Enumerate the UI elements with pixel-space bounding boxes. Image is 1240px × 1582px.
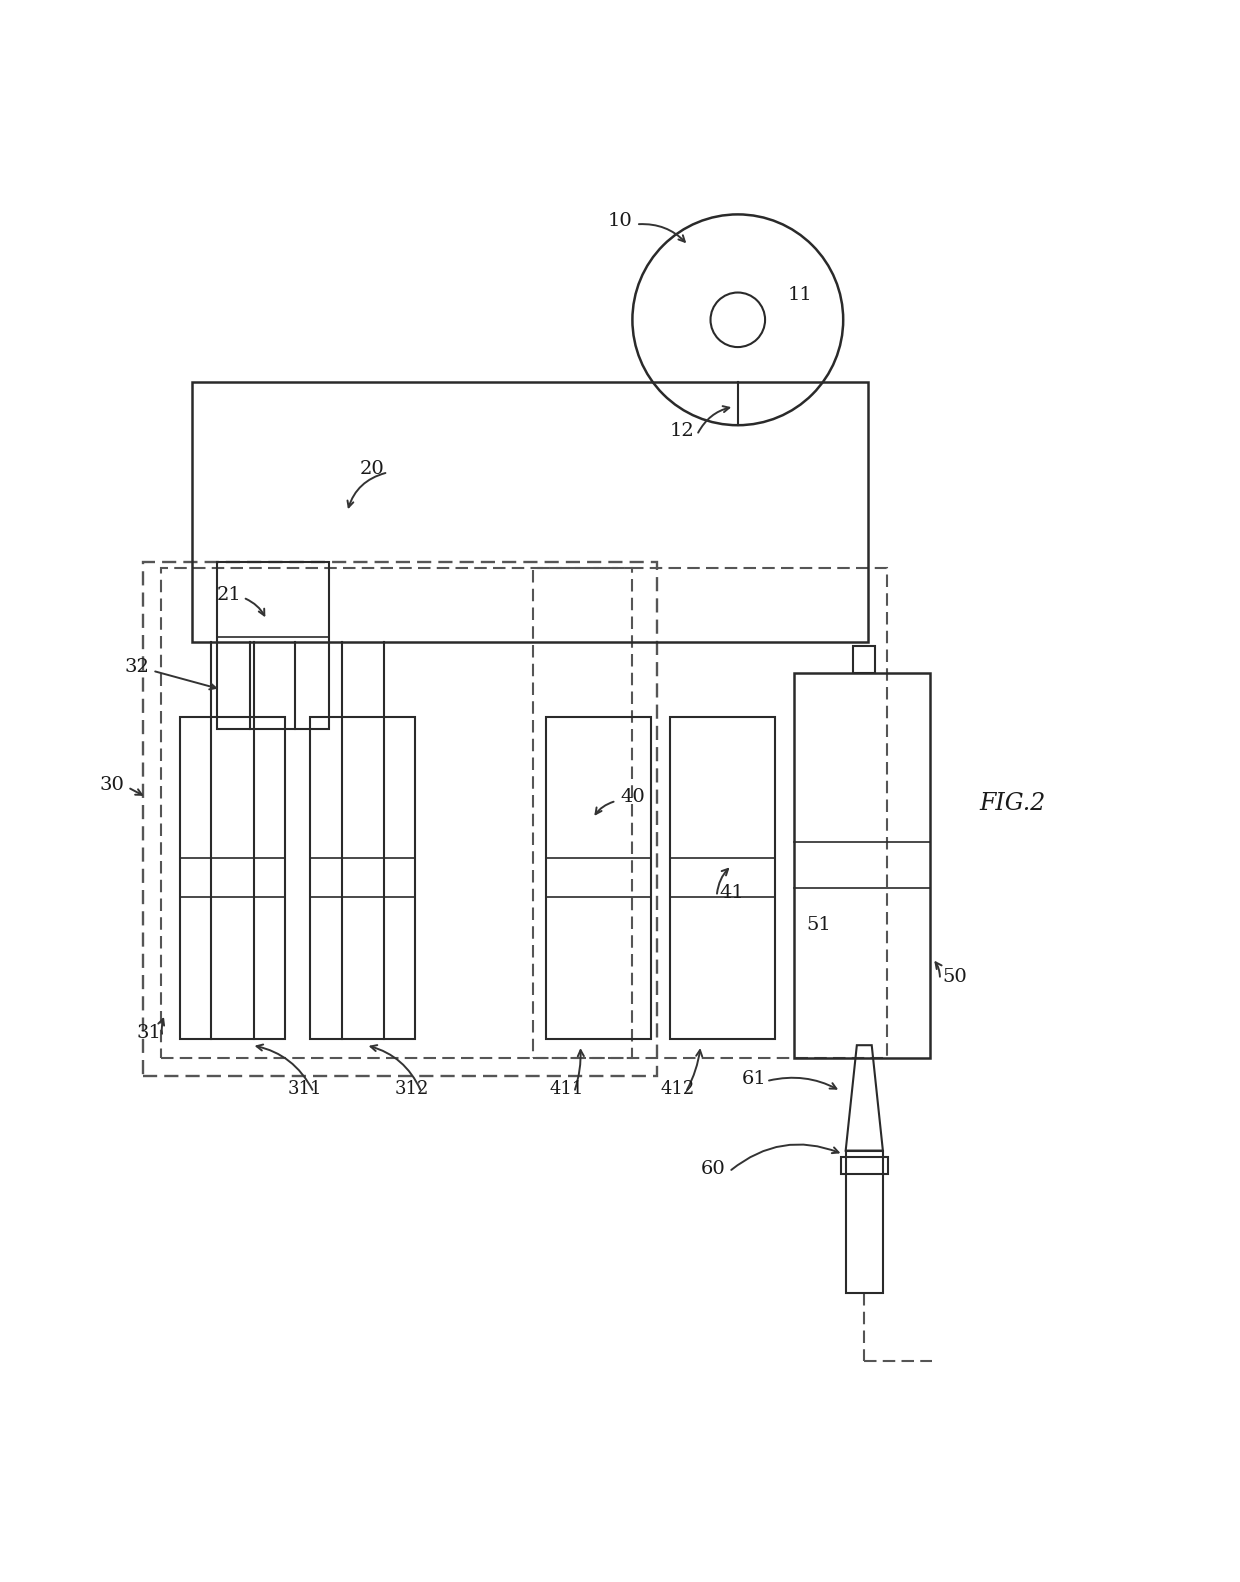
- Bar: [310, 717, 415, 1039]
- Bar: [846, 1150, 883, 1292]
- Bar: [161, 568, 632, 1058]
- Bar: [143, 562, 657, 1076]
- Text: 12: 12: [670, 422, 694, 440]
- Bar: [546, 717, 651, 1039]
- Text: 32: 32: [124, 658, 149, 676]
- Bar: [217, 562, 329, 729]
- Bar: [192, 381, 868, 642]
- Text: 31: 31: [136, 1024, 161, 1043]
- Bar: [853, 645, 875, 674]
- Text: 41: 41: [719, 884, 744, 902]
- Bar: [533, 568, 887, 1058]
- Bar: [180, 717, 285, 1039]
- Bar: [794, 674, 930, 1058]
- Bar: [670, 717, 775, 1039]
- Text: 50: 50: [942, 968, 967, 986]
- Text: 30: 30: [99, 775, 124, 794]
- Text: 21: 21: [217, 585, 242, 604]
- Text: 311: 311: [288, 1079, 322, 1098]
- Text: 412: 412: [661, 1079, 696, 1098]
- Text: 60: 60: [701, 1160, 725, 1179]
- Text: 61: 61: [742, 1069, 766, 1088]
- Text: 10: 10: [608, 212, 632, 229]
- Text: FIG.2: FIG.2: [980, 793, 1045, 815]
- Text: 11: 11: [787, 286, 812, 304]
- Text: 51: 51: [806, 916, 831, 933]
- Bar: [841, 1156, 888, 1174]
- Text: 312: 312: [394, 1079, 429, 1098]
- Text: 20: 20: [360, 460, 384, 478]
- Text: 411: 411: [549, 1079, 584, 1098]
- Text: 40: 40: [620, 788, 645, 807]
